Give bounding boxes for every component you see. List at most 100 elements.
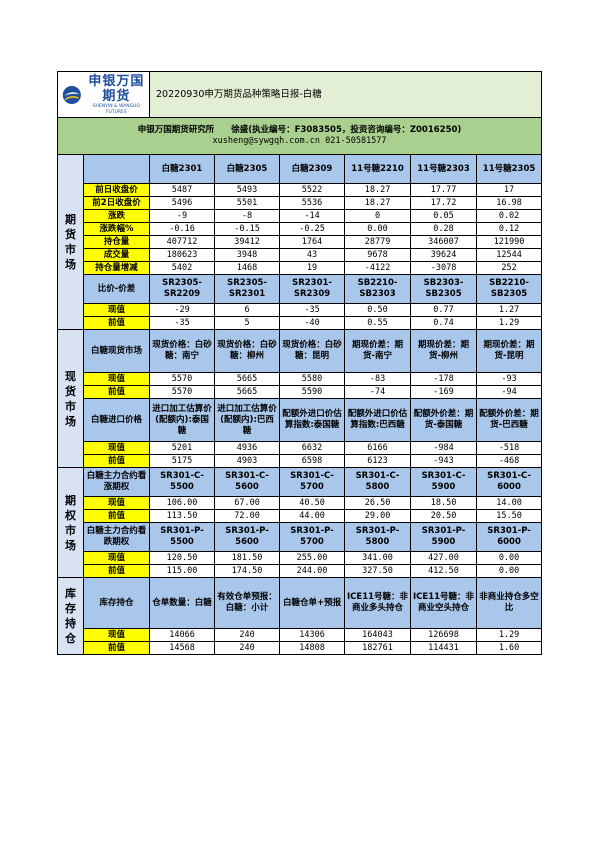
data-cell: -8 [214,209,281,223]
data-cell: 1.29 [476,628,543,642]
data-cell: 182761 [344,641,412,655]
data-cell: 5570 [149,372,216,386]
data-cell: 0.28 [410,222,478,236]
data-cell: 5175 [149,454,216,468]
table-row: 现值 5201 4936 6632 6166 -984 -518 [58,441,543,455]
row-label: 前值 [82,564,151,578]
section-label-spot: 现货市场 [57,329,84,468]
section-label-char: 市 [65,523,76,537]
data-cell: -468 [476,454,543,468]
put-col-header: SR301-P-5500 [149,522,216,552]
data-cell: 5 [214,316,281,330]
data-cell: 5580 [279,372,346,386]
data-cell: 72.00 [214,509,281,523]
data-cell: 4903 [214,454,281,468]
data-cell: 244.00 [279,564,346,578]
data-cell: 0.05 [410,209,478,223]
data-cell: 407712 [149,235,216,249]
data-cell: 5487 [149,183,216,197]
data-cell: 1764 [279,235,346,249]
spread-col-header: SR2301-SR2309 [279,274,346,304]
data-cell: 43 [279,248,346,262]
import-col-header: 进口加工估算价(配额内):泰国糖 [149,398,216,442]
data-cell: -35 [149,316,216,330]
data-cell: 14568 [149,641,216,655]
section-label-char: 现 [65,369,76,383]
import-header-row: 白糖进口价格 进口加工估算价(配额内):泰国糖 进口加工估算价(配额内):巴西糖… [58,398,543,442]
call-options-header-row: 期权市场 白糖主力合约看涨期权 SR301-C-5500 SR301-C-560… [57,467,543,578]
put-header-label: 白糖主力合约看跌期权 [82,522,151,552]
data-cell: 40.50 [279,496,346,510]
inventory-col-header: ICE11号糖：非商业多头持仓 [344,577,412,629]
table-row: 持仓量 407712 39412 1764 28779 346007 12199… [58,235,543,249]
data-cell: 15.50 [476,509,543,523]
data-cell: -93 [476,372,543,386]
institute-line: 申银万国期货研究所 徐盛(执业编号：F3083505，投资咨询编号：Z00162… [137,125,462,135]
data-cell: 26.50 [344,496,412,510]
row-label: 前值 [82,385,151,399]
section-label-options: 期权市场 [57,467,84,578]
inventory-col-header: 有效仓单预报：白糖：小计 [214,577,281,629]
section-label-char: 场 [65,538,76,552]
inventory-col-header: 非商业持仓多空比 [476,577,543,629]
row-label: 现值 [82,303,151,317]
data-cell: -94 [476,385,543,399]
spread-col-header: SR2305-SR2209 [149,274,216,304]
data-cell: 5496 [149,196,216,210]
company-logo: 申银万国期货 SHENYIN & WANGUO FUTURES [59,74,148,116]
row-label: 现值 [82,628,151,642]
data-cell: 14306 [279,628,346,642]
data-cell: 113.50 [149,509,216,523]
row-label: 持仓量 [82,235,151,249]
data-cell: 5665 [214,385,281,399]
table-row: 成交量 180623 3948 43 9678 39624 12544 [58,248,543,262]
data-cell: -9 [149,209,216,223]
data-cell: -29 [149,303,216,317]
data-cell: 16.98 [476,196,543,210]
data-cell: 3948 [214,248,281,262]
data-cell: -74 [344,385,412,399]
data-cell: 327.50 [344,564,412,578]
logo-chinese-text: 申银万国期货 [88,73,145,104]
section-label-char: 场 [65,414,76,428]
put-col-header: SR301-P-5600 [214,522,281,552]
data-cell: -984 [410,441,478,455]
table-row: 前值 113.50 72.00 44.00 29.00 20.50 15.50 [58,509,543,523]
data-cell: 341.00 [344,551,412,565]
section-label-char: 库 [65,587,76,600]
data-cell: 6632 [279,441,346,455]
spread-header-row: 比价-价差 SR2305-SR2209 SR2305-SR2301 SR2301… [58,274,543,304]
call-col-header: SR301-C-5500 [149,467,216,497]
table-row: 现值 5570 5665 5580 -83 -178 -93 [58,372,543,386]
data-cell: 6598 [279,454,346,468]
data-cell: 121990 [476,235,543,249]
table-row: 前值 -35 5 -40 0.55 0.74 1.29 [58,316,543,330]
futures-col-header: 11号糖2303 [410,154,478,184]
spot-col-header: 现货价格：白砂糖：昆明 [279,329,346,373]
data-cell: 17.77 [410,183,478,197]
data-cell: 114431 [410,641,478,655]
data-cell: 1.27 [476,303,543,317]
spot-header-row: 现货市场 白糖现货市场 现货价格：白砂糖：南宁 现货价格：白砂糖：柳州 现货价格… [57,329,543,468]
spot-col-header: 期现价差：期货-柳州 [410,329,478,373]
import-col-header: 配额外进口价估算指数:泰国糖 [279,398,346,442]
futures-col-header: 11号糖2210 [344,154,412,184]
row-label: 前值 [82,641,151,655]
data-cell: 252 [476,261,543,275]
section-label-char: 市 [65,399,76,413]
row-label: 前日收盘价 [82,183,151,197]
header-row: 申银万国期货 SHENYIN & WANGUO FUTURES 20220930… [56,71,543,118]
spot-header-label: 白糖现货市场 [82,329,151,373]
import-header-label: 白糖进口价格 [82,398,151,442]
data-cell: 17.72 [410,196,478,210]
data-cell: -3078 [410,261,478,275]
spread-col-header: SB2303-SB2305 [410,274,478,304]
data-cell: 14.00 [476,496,543,510]
table-row: 现值 14066 240 14306 164043 126698 1.29 [58,628,543,642]
data-cell: 5522 [279,183,346,197]
data-cell: 346007 [410,235,478,249]
data-cell: -4122 [344,261,412,275]
section-label-char: 期 [65,213,76,226]
data-cell: 255.00 [279,551,346,565]
section-label-char: 货 [65,384,76,398]
